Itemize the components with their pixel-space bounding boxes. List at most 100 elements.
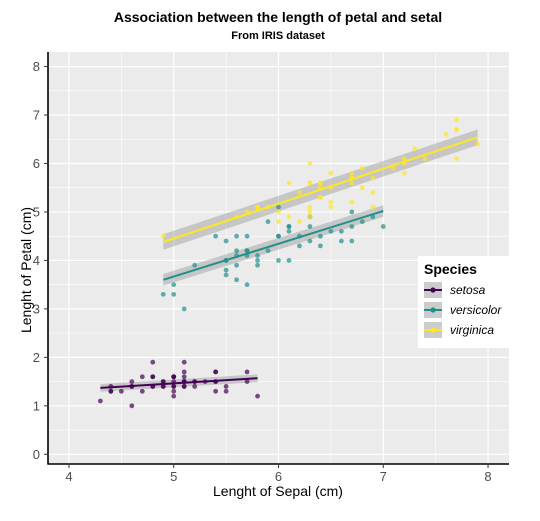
point-versicolor <box>328 228 334 234</box>
point-virginica <box>412 146 418 152</box>
fit-line-versicolor <box>162 210 384 281</box>
point-setosa <box>150 374 156 380</box>
point-setosa <box>97 398 103 404</box>
x-tick-label: 8 <box>484 469 491 484</box>
point-versicolor <box>171 291 177 297</box>
x-tick-label: 6 <box>275 469 282 484</box>
point-versicolor <box>318 233 323 239</box>
point-virginica <box>318 195 323 200</box>
point-virginica <box>307 214 313 220</box>
point-versicolor <box>338 238 344 244</box>
point-versicolor <box>286 258 292 263</box>
legend-point-virginica <box>430 327 436 333</box>
point-virginica <box>286 214 292 220</box>
y-tick-label: 0 <box>33 447 40 462</box>
legend-label-virginica: virginica <box>450 323 494 337</box>
y-tick-label: 8 <box>33 59 40 74</box>
legend: Species setosa versicolor virginica <box>418 256 510 348</box>
point-virginica <box>359 165 365 171</box>
point-setosa <box>223 384 229 389</box>
point-versicolor <box>349 224 355 229</box>
point-virginica <box>349 170 355 176</box>
y-tick-label: 6 <box>33 156 40 171</box>
point-setosa <box>171 393 177 399</box>
point-virginica <box>318 180 323 186</box>
point-setosa <box>181 384 187 389</box>
point-virginica <box>328 199 334 205</box>
point-setosa <box>139 388 145 394</box>
point-versicolor <box>265 248 271 254</box>
x-tick-label: 4 <box>65 469 72 484</box>
point-virginica <box>443 132 449 137</box>
point-virginica <box>391 165 397 171</box>
point-versicolor <box>359 219 365 225</box>
point-setosa <box>160 384 166 389</box>
point-versicolor <box>276 204 281 210</box>
point-virginica <box>297 219 302 225</box>
point-versicolor <box>244 282 250 288</box>
point-virginica <box>370 190 376 195</box>
point-virginica <box>286 180 292 186</box>
legend-point-setosa <box>430 287 436 293</box>
point-virginica <box>307 161 313 166</box>
point-virginica <box>255 204 260 210</box>
point-virginica <box>359 185 365 191</box>
point-virginica <box>349 199 355 205</box>
legend-label-versicolor: versicolor <box>450 303 502 317</box>
point-virginica <box>349 180 355 186</box>
point-setosa <box>255 393 260 399</box>
point-versicolor <box>213 233 219 239</box>
point-versicolor <box>223 238 229 244</box>
point-versicolor <box>244 248 250 254</box>
point-versicolor <box>349 238 355 244</box>
point-versicolor <box>223 272 229 278</box>
point-setosa <box>171 388 177 394</box>
chart-title: Association between the length of petal … <box>114 9 442 25</box>
point-versicolor <box>318 243 323 249</box>
point-virginica <box>328 170 334 176</box>
point-versicolor <box>223 267 229 273</box>
point-setosa <box>223 388 229 394</box>
point-setosa <box>181 374 187 380</box>
point-versicolor <box>297 243 302 249</box>
point-virginica <box>160 233 166 239</box>
point-setosa <box>171 374 177 380</box>
point-versicolor <box>286 224 292 229</box>
point-versicolor <box>244 233 250 239</box>
fit-line-setosa <box>100 377 258 389</box>
point-setosa <box>129 403 135 409</box>
point-versicolor <box>276 233 281 239</box>
y-tick-label: 3 <box>33 301 40 316</box>
point-virginica <box>401 156 407 162</box>
x-tick-label: 7 <box>380 469 387 484</box>
point-versicolor <box>276 258 281 263</box>
point-versicolor <box>171 282 177 288</box>
point-versicolor <box>307 238 313 244</box>
y-tick-label: 7 <box>33 108 40 123</box>
x-tick-label: 5 <box>170 469 177 484</box>
point-versicolor <box>160 291 166 297</box>
y-tick-label: 5 <box>33 204 40 219</box>
legend-point-versicolor <box>430 307 436 313</box>
point-virginica <box>454 117 460 123</box>
point-setosa <box>129 379 135 384</box>
point-setosa <box>213 388 219 394</box>
point-setosa <box>139 374 145 380</box>
tick-labels: 4 5 6 7 8 0 1 2 3 4 5 6 7 8 <box>33 59 492 484</box>
point-virginica <box>328 204 334 210</box>
legend-title: Species <box>424 261 477 277</box>
legend-label-setosa: setosa <box>450 283 486 297</box>
fit-line-virginica <box>162 136 478 243</box>
point-setosa <box>192 384 198 389</box>
point-versicolor <box>234 262 239 268</box>
point-setosa <box>244 379 250 384</box>
point-versicolor <box>255 258 260 263</box>
point-versicolor <box>181 306 187 312</box>
point-virginica <box>475 141 480 147</box>
x-axis-title: Lenght of Sepal (cm) <box>213 483 343 499</box>
point-setosa <box>160 379 166 384</box>
chart-subtitle: From IRIS dataset <box>231 30 325 42</box>
point-virginica <box>307 180 313 186</box>
point-virginica <box>276 209 281 215</box>
